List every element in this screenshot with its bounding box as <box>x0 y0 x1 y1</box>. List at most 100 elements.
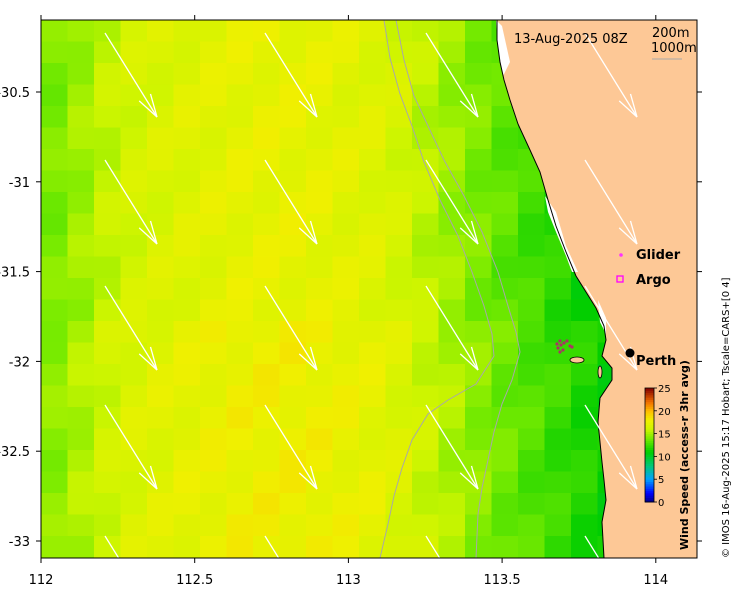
wind-grid-cell <box>279 450 307 473</box>
wind-grid-cell <box>253 407 281 430</box>
wind-grid-cell <box>279 213 307 236</box>
wind-grid-cell <box>94 450 122 473</box>
colorbar-band <box>645 458 654 462</box>
colorbar-band <box>645 433 654 437</box>
wind-grid-cell <box>332 63 360 86</box>
wind-arrow <box>425 159 479 245</box>
wind-grid-cell <box>438 106 466 129</box>
wind-grid-cell <box>147 256 175 279</box>
wind-grid-cell <box>279 471 307 494</box>
wind-grid-cell <box>94 256 122 279</box>
wind-grid-cell <box>41 450 69 473</box>
wind-grid-cell <box>253 149 281 172</box>
wind-grid-cell <box>544 299 572 322</box>
wind-grid-cell <box>306 149 334 172</box>
wind-grid-cell <box>544 342 572 365</box>
wind-grid-cell <box>200 170 228 193</box>
wind-grid-cell <box>438 149 466 172</box>
isobath-200m <box>395 20 521 558</box>
wind-grid-cell <box>200 149 228 172</box>
wind-grid-cell <box>200 471 228 494</box>
wind-grid-cell <box>200 428 228 451</box>
wind-grid-cell <box>147 385 175 408</box>
wind-grid-cell <box>41 149 69 172</box>
wind-grid-cell <box>306 299 334 322</box>
wind-grid-cell <box>279 235 307 258</box>
x-tick-label: 113.5 <box>483 573 520 588</box>
wind-grid-cell <box>518 213 546 236</box>
wind-grid-cell <box>544 536 572 558</box>
wind-grid-cell <box>253 63 281 86</box>
wind-grid-cell <box>518 321 546 344</box>
wind-grid-cell <box>359 450 387 473</box>
wind-grid-cell <box>200 235 228 258</box>
wind-grid-cell <box>465 41 493 64</box>
wind-grid-cell <box>385 557 413 558</box>
wind-grid-cell <box>67 278 95 301</box>
wind-grid-cell <box>226 471 254 494</box>
wind-grid-cell <box>465 256 493 279</box>
wind-grid-cell <box>491 213 519 236</box>
wind-grid-cell <box>226 514 254 537</box>
wind-grid-cell <box>200 493 228 516</box>
wind-grid-cell <box>359 493 387 516</box>
wind-grid-cell <box>120 106 148 129</box>
wind-grid-cell <box>120 235 148 258</box>
wind-grid-cell <box>173 106 201 129</box>
wind-grid-cell <box>279 299 307 322</box>
wind-grid-cell <box>359 364 387 387</box>
wind-grid-cell <box>332 428 360 451</box>
wind-grid-cell <box>200 385 228 408</box>
wind-grid-cell <box>306 514 334 537</box>
wind-grid-cell <box>385 149 413 172</box>
wind-grid-cell <box>279 428 307 451</box>
wind-grid-cell <box>571 514 599 537</box>
wind-grid-cell <box>253 364 281 387</box>
wind-grid-cell <box>359 84 387 107</box>
colorbar-band <box>645 495 654 498</box>
wind-grid-cell <box>173 256 201 279</box>
wind-grid-cell <box>465 84 493 107</box>
wind-grid-cell <box>173 20 201 43</box>
wind-arrow <box>584 159 638 245</box>
wind-grid-cell <box>41 428 69 451</box>
wind-grid-cell <box>173 342 201 365</box>
wind-arrow <box>104 404 158 490</box>
wind-grid-cell <box>465 63 493 86</box>
y-axis: -30.5 -31 -31.5 -32 -32.5 -33 <box>0 86 702 550</box>
colorbar-band <box>645 479 654 482</box>
wind-grid-cell <box>359 407 387 430</box>
wind-grid-cell <box>465 536 493 558</box>
isobath-1000m <box>379 20 495 558</box>
wind-grid-cell <box>279 557 307 558</box>
colorbar-band <box>645 410 654 414</box>
wind-grid-cell <box>147 41 175 64</box>
wind-grid-cell <box>226 127 254 150</box>
wind-grid-cell <box>385 256 413 279</box>
wind-grid-cell <box>147 213 175 236</box>
wind-grid-cell <box>332 20 360 43</box>
wind-grid-cell <box>67 106 95 129</box>
coastal-gap-north <box>496 20 510 76</box>
colorbar-band <box>645 454 654 457</box>
wind-grid-cell <box>120 256 148 279</box>
wind-grid-cell <box>438 256 466 279</box>
wind-speed-colorbar: 0 5 10 15 20 25 <box>644 384 671 509</box>
wind-grid-cell <box>332 170 360 193</box>
wind-arrow <box>425 404 479 490</box>
colorbar-band <box>645 460 654 464</box>
glider-legend-icon <box>619 253 623 257</box>
credit-text: © IMOS 16-Aug-2025 15:17 Hobart; Tscale=… <box>721 277 732 558</box>
argo-legend-label: Argo <box>636 273 671 288</box>
wind-grid-cell <box>385 127 413 150</box>
coastline <box>496 20 613 558</box>
wind-grid-cell <box>306 127 334 150</box>
wind-grid-cell <box>67 256 95 279</box>
wind-grid-cell <box>412 20 440 43</box>
wind-grid-cell <box>412 321 440 344</box>
wind-grid-cell <box>173 213 201 236</box>
wind-grid-cell <box>385 514 413 537</box>
wind-grid-cell <box>385 428 413 451</box>
colorbar-band <box>645 397 654 400</box>
wind-arrow <box>264 404 318 490</box>
